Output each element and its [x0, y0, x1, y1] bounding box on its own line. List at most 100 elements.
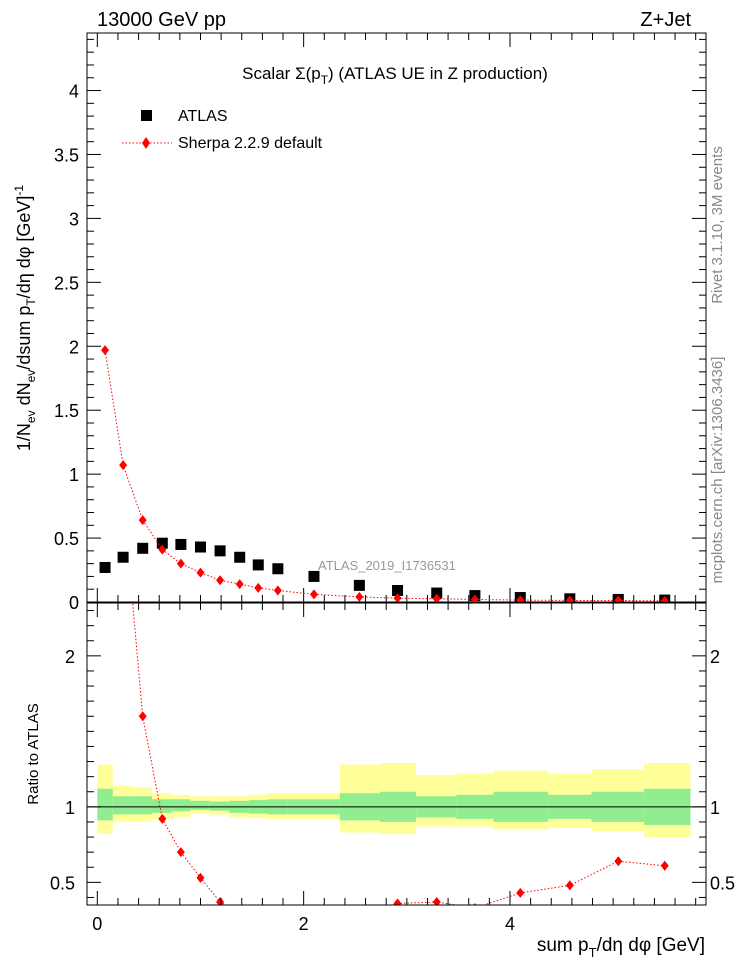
ratio-bands [97, 763, 691, 838]
atlas-data-point [431, 587, 443, 599]
sherpa-data-point [470, 594, 479, 602]
ylabel-c-sub: T [24, 298, 38, 306]
ylabel-a-sub: ev [24, 410, 38, 423]
sherpa-data-point [355, 591, 364, 602]
xlabel-a: sum p [537, 935, 589, 956]
main-frame [86, 32, 707, 603]
sherpa-ratio-point [432, 896, 441, 905]
ratio-band-inner [133, 796, 152, 815]
main-y-tick-label: 3.5 [54, 145, 79, 165]
header-right-label: Z+Jet [640, 9, 691, 31]
rivet-label: Rivet 3.1.10, 3M events [709, 146, 726, 304]
atlas-data-point [214, 545, 226, 557]
ratio-band-inner [97, 788, 113, 821]
main-y-tick-label: 1 [69, 465, 79, 485]
sherpa-data-point [176, 558, 185, 569]
xlabel-a-sub: T [589, 945, 597, 960]
ratio-y-ticks: 0.5 0.5 1 1 2 2 [50, 610, 735, 898]
sherpa-data-point [138, 515, 147, 526]
sherpa-data-point [254, 582, 263, 593]
sherpa-ratio-point [254, 912, 262, 922]
ylabel-a: 1/N [14, 423, 34, 451]
sherpa-data-point [432, 593, 441, 602]
main-y-tick-label: 1.5 [54, 401, 79, 421]
legend-marker-sherpa [142, 137, 150, 149]
main-y-tick-label: 0 [69, 593, 79, 613]
ratio-y-label: Ratio to ATLAS [25, 703, 42, 804]
main-y-tick-label: 3 [69, 209, 79, 229]
ratio-band-inner [209, 801, 230, 811]
main-y-tick-label: 4 [69, 82, 79, 102]
main-data [99, 345, 671, 602]
atlas-data-point [353, 579, 365, 591]
sherpa-ratio-point [355, 908, 363, 918]
sherpa-data-point [516, 595, 525, 602]
atlas-data-point [156, 537, 168, 549]
ratio-frame [86, 602, 707, 906]
legend-marker-atlas [141, 110, 152, 121]
main-title: Scalar Σ(pT) (ATLAS UE in Z production) [242, 64, 548, 87]
sherpa-data-point [614, 595, 623, 602]
ratio-band-inner [190, 800, 210, 810]
atlas-data-point [252, 559, 264, 571]
ylabel-d: /dη dφ [GeV] [14, 196, 34, 299]
sherpa-data-point [119, 460, 128, 471]
sherpa-data-point [660, 595, 669, 602]
ratio-y-tick-label: 2 [65, 647, 75, 667]
sherpa-ratio-point [516, 887, 525, 898]
atlas-data-point [308, 570, 320, 582]
sherpa-data-point [309, 589, 318, 600]
ratio-y-tick-label: 0.5 [50, 873, 75, 893]
main-panel: 0 0.5 1 1.5 2 2.5 3 3.5 4 Scalar Σ(pT) (ATLAS UE… [12, 32, 707, 613]
header-left-label: 13000 GeV pp [97, 9, 226, 31]
sherpa-ratio-point [274, 914, 282, 924]
x-tick-label: 2 [299, 914, 309, 934]
atlas-data-point [392, 584, 404, 596]
xlabel-b: /dη dφ [GeV] [597, 935, 705, 956]
ylabel-d-sup: -1 [12, 185, 26, 196]
sherpa-ratio-point [614, 856, 623, 867]
ratio-band-inner [151, 799, 172, 813]
mcplots-label: mcplots.cern.ch [arXiv:1306.3436] [709, 357, 726, 584]
legend-label-sherpa: Sherpa 2.2.9 default [178, 135, 323, 152]
ratio-y-tick-label-right: 0.5 [710, 873, 735, 893]
ratio-y-tick-label: 1 [65, 798, 75, 818]
sherpa-ratio-point [176, 847, 185, 858]
sherpa-ratio-point [565, 880, 574, 891]
main-y-tick-label: 0.5 [54, 529, 79, 549]
sherpa-data-point [196, 567, 205, 578]
sherpa-ratio-point [119, 491, 127, 501]
sherpa-data-point [101, 345, 110, 356]
sherpa-data-point [565, 595, 574, 602]
ratio-x-ticks: 0 2 4 [92, 603, 697, 934]
sherpa-ratio-point [236, 908, 244, 918]
main-title-suffix: ) (ATLAS UE in Z production) [328, 64, 548, 83]
main-y-tick-label: 2.5 [54, 273, 79, 293]
sherpa-data-point [158, 544, 167, 555]
legend-label-atlas: ATLAS [178, 108, 228, 125]
main-y-tick-label: 2 [69, 337, 79, 357]
sherpa-ratio-point [138, 711, 147, 722]
sherpa-ratio-point [660, 860, 669, 871]
sherpa-ratio-point [158, 813, 167, 824]
main-y-ticks: 0 0.5 1 1.5 2 2.5 3 3.5 4 [54, 38, 706, 613]
main-title-sigma: Σ(p [295, 64, 321, 83]
ylabel-c: /dsum p [14, 306, 34, 370]
x-tick-label: 0 [92, 914, 102, 934]
x-axis-label: sum pT/dη dφ [GeV] [537, 935, 705, 960]
main-y-label: 1/Nev dNev/dsum pT/dη dφ [GeV]-1 [12, 185, 38, 452]
main-title-sub: T [321, 73, 329, 87]
sherpa-data-point [273, 585, 282, 596]
sherpa-ratio-point [393, 898, 402, 905]
ratio-y-tick-label-right: 2 [710, 647, 720, 667]
atlas-data-point [99, 561, 111, 573]
atlas-data-point [117, 551, 129, 563]
sherpa-data-point [216, 575, 225, 586]
atlas-data-point [194, 541, 206, 553]
atlas-data-point [137, 542, 149, 554]
sherpa-ratio-point [216, 896, 225, 905]
ylabel-b-sub: ev [24, 370, 38, 383]
ratio-band-inner [171, 799, 191, 812]
analysis-watermark: ATLAS_2019_I1736531 [318, 558, 456, 573]
